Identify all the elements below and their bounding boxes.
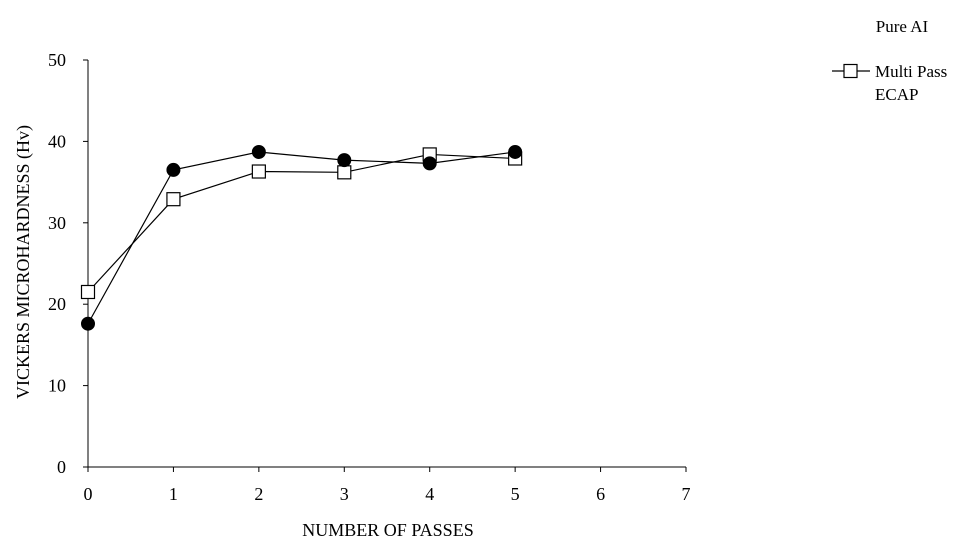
data-point-square	[251, 164, 266, 179]
x-tick-label: 2	[254, 484, 263, 504]
data-point-square	[337, 165, 352, 180]
x-tick-label: 7	[682, 484, 691, 504]
y-tick-label: 30	[48, 213, 66, 233]
plot-area: 0 10 20 30 40 50 0 1 2 3 4 5 6 7	[48, 50, 691, 504]
data-point-circle	[337, 153, 352, 168]
y-tick-label: 50	[48, 50, 66, 70]
x-tick-label: 6	[596, 484, 605, 504]
data-point-circle	[166, 162, 181, 177]
data-point-circle	[508, 144, 523, 159]
y-tick-label: 0	[57, 457, 66, 477]
x-tick-label: 5	[511, 484, 520, 504]
x-tick-label: 0	[84, 484, 93, 504]
y-tick-label: 10	[48, 376, 66, 396]
x-tick-label: 1	[169, 484, 178, 504]
x-tick-label: 3	[340, 484, 349, 504]
series-layer	[80, 144, 523, 331]
series-0	[80, 147, 523, 300]
y-tick-label: 20	[48, 294, 66, 314]
data-point-square	[80, 284, 96, 300]
series-line	[87, 153, 516, 293]
legend-square-marker	[843, 63, 858, 79]
series-1	[81, 144, 523, 331]
x-tick-label: 4	[425, 484, 434, 504]
y-axis-title: VICKERS MICROHARDNESS (Hv)	[13, 125, 34, 399]
y-tick-label: 40	[48, 131, 66, 151]
series-line	[87, 151, 516, 325]
data-point-circle	[81, 316, 95, 331]
legend: Multi Pass ECAP	[832, 62, 947, 104]
data-point-circle	[251, 144, 266, 159]
data-point-circle	[422, 156, 437, 171]
x-axis-title: NUMBER OF PASSES	[302, 520, 473, 540]
legend-label-line1: Multi Pass	[875, 62, 947, 81]
chart-title: Pure AI	[876, 17, 929, 36]
data-point-square	[166, 192, 181, 207]
legend-label-line2: ECAP	[875, 85, 918, 104]
